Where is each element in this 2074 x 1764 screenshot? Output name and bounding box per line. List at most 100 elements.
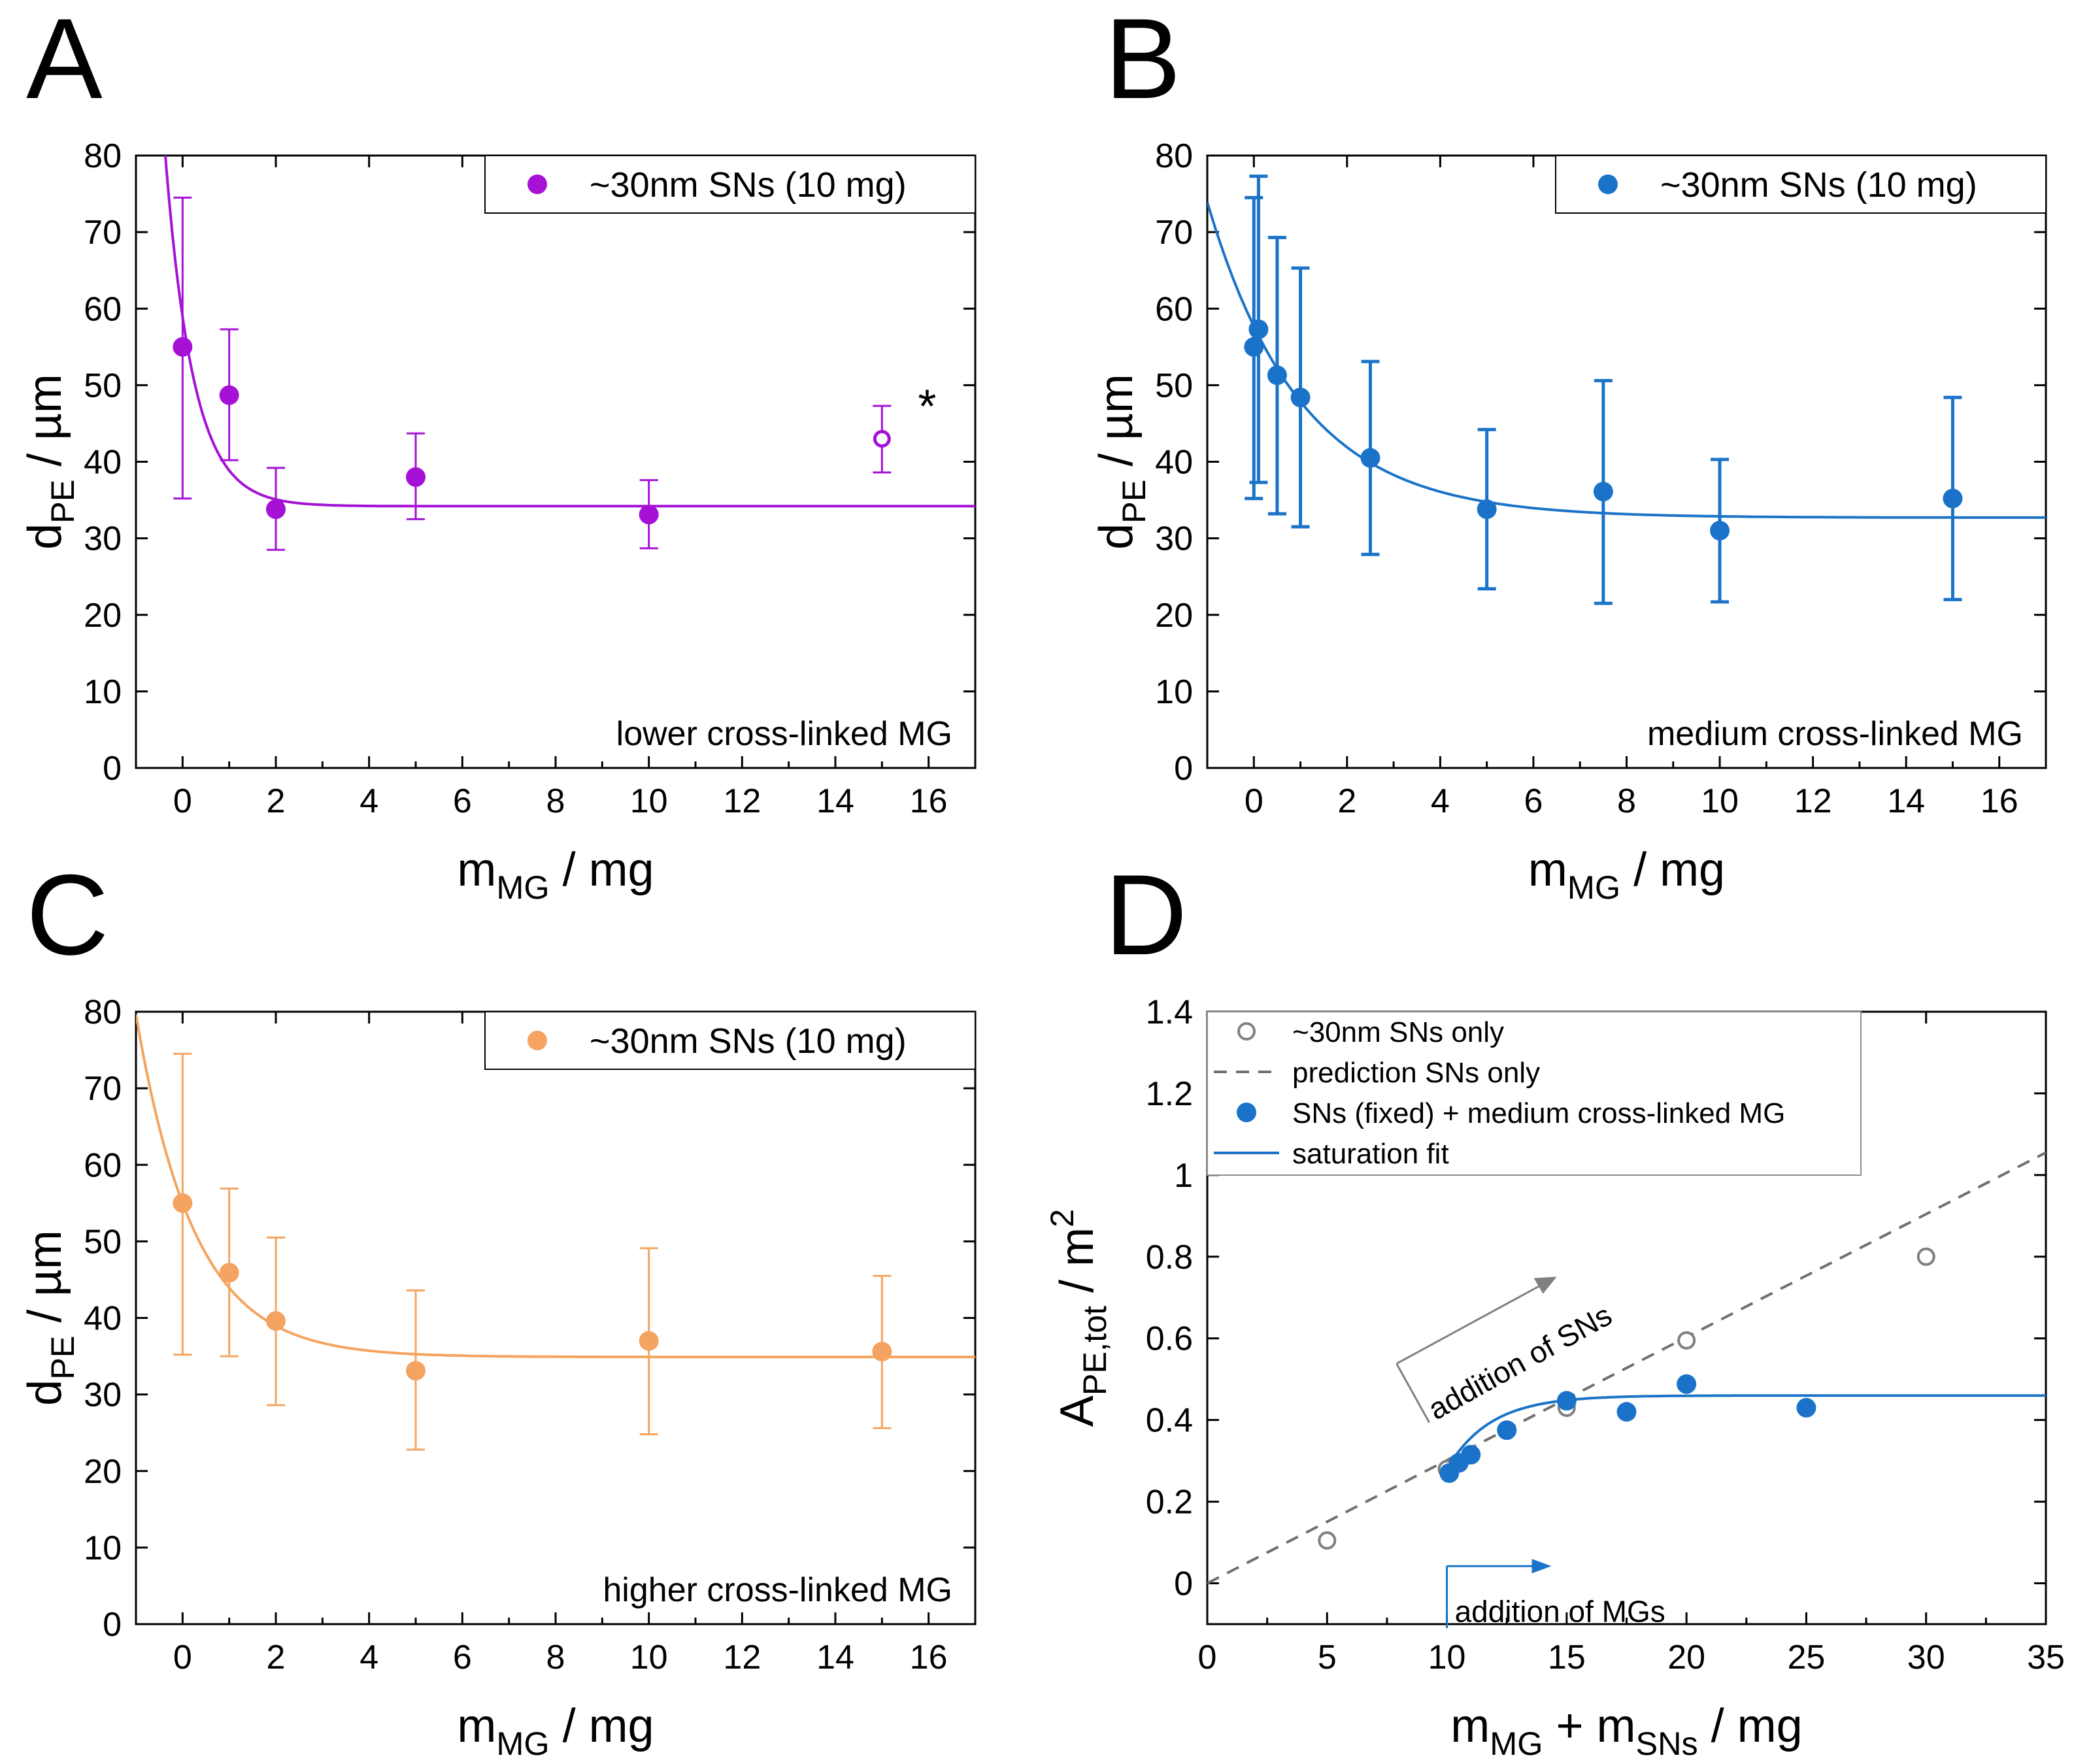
panel-D: D 0 5 10 15 20 25 30 35 0 0.2 0.4 0.6 0.8 1 1.2 1.4 mMG +… xyxy=(1043,852,2065,1762)
combined-point xyxy=(1556,1391,1577,1411)
y-tick-label: 0 xyxy=(1174,1565,1193,1603)
panel-letter: D xyxy=(1105,852,1187,979)
legend-box xyxy=(1207,1011,1862,1176)
axes-frame xyxy=(135,154,977,769)
x-tick-label: 10 xyxy=(1428,1639,1466,1676)
x-tick-label: 10 xyxy=(630,1639,668,1676)
annotation-arrow-line xyxy=(1396,1281,1548,1365)
data-point xyxy=(639,1331,659,1351)
y-tick-label: 50 xyxy=(1155,367,1193,405)
panel-annotation: medium cross-linked MG xyxy=(1647,715,2023,753)
y-tick-label: 1 xyxy=(1174,1157,1193,1195)
legend-box xyxy=(1555,155,2047,214)
legend-marker xyxy=(527,1031,547,1050)
y-tick-label: 10 xyxy=(84,673,122,711)
y-tick-label: 1.4 xyxy=(1146,993,1193,1031)
legend-label: prediction SNs only xyxy=(1292,1057,1540,1089)
combined-point xyxy=(1796,1397,1816,1418)
panel-annotation: lower cross-linked MG xyxy=(616,715,952,753)
y-tick-label: 60 xyxy=(84,1146,122,1184)
x-axis-label: mMG / mg xyxy=(457,1700,654,1762)
y-tick-label: 0.6 xyxy=(1146,1320,1193,1358)
y-tick-label: 40 xyxy=(1155,444,1193,482)
x-tick-label: 4 xyxy=(360,1639,378,1676)
data-point xyxy=(1943,488,1963,508)
data-point xyxy=(173,337,193,357)
x-tick-label: 0 xyxy=(1245,782,1263,820)
x-tick-label: 10 xyxy=(630,782,668,820)
data-point xyxy=(1244,337,1264,357)
y-tick-label: 60 xyxy=(84,290,122,328)
fit-curve xyxy=(163,156,975,508)
legend-marker xyxy=(527,175,547,194)
legend-label: SNs (fixed) + medium cross-linked MG xyxy=(1292,1097,1785,1129)
y-tick-label: 40 xyxy=(84,444,122,482)
annotation-text: addition of SNs xyxy=(1422,1297,1617,1426)
combined-point xyxy=(1461,1444,1481,1465)
panel-B: B 0 2 4 6 8 10 12 14 16 0 10 20 30 40 50 60 70 80 mMG / mg d… xyxy=(1090,0,2047,906)
data-point xyxy=(1248,319,1269,339)
y-tick-label: 30 xyxy=(84,520,122,558)
annotation-bracket xyxy=(1396,1363,1430,1423)
x-tick-label: 16 xyxy=(910,1639,948,1676)
legend-box xyxy=(484,1011,976,1070)
x-tick-label: 2 xyxy=(267,1639,286,1676)
x-tick-label: 4 xyxy=(1431,782,1450,820)
x-axis-label: mMG + mSNs / mg xyxy=(1450,1700,1802,1762)
y-axis-label: dPE / µm xyxy=(19,374,81,550)
x-tick-label: 8 xyxy=(546,1639,565,1676)
legend-box xyxy=(484,155,976,214)
data-point xyxy=(1477,499,1497,520)
x-tick-label: 20 xyxy=(1667,1639,1705,1676)
annotation-text: addition of MGs xyxy=(1455,1594,1665,1628)
y-tick-label: 80 xyxy=(84,137,122,175)
x-tick-label: 8 xyxy=(546,782,565,820)
y-tick-label: 20 xyxy=(1155,597,1193,635)
x-tick-label: 4 xyxy=(360,782,378,820)
x-tick-label: 6 xyxy=(453,1639,472,1676)
y-tick-label: 0 xyxy=(103,750,122,788)
y-tick-label: 0 xyxy=(103,1606,122,1644)
y-tick-label: 20 xyxy=(84,1453,122,1491)
data-point-open xyxy=(873,429,891,448)
data-point xyxy=(406,1361,426,1381)
x-tick-label: 12 xyxy=(723,782,761,820)
plot-area xyxy=(136,1014,975,1451)
y-tick-label: 40 xyxy=(84,1300,122,1338)
x-tick-label: 16 xyxy=(910,782,948,820)
x-tick-label: 2 xyxy=(1337,782,1356,820)
combined-point xyxy=(1677,1374,1697,1394)
data-point xyxy=(639,505,659,525)
sn-only-point xyxy=(1677,1331,1696,1350)
data-point xyxy=(219,385,239,405)
data-point xyxy=(872,1342,892,1362)
y-axis-label: dPE / µm xyxy=(1090,374,1152,550)
x-tick-label: 8 xyxy=(1617,782,1636,820)
y-tick-label: 0.8 xyxy=(1146,1239,1193,1276)
data-point xyxy=(1290,388,1311,408)
y-tick-label: 20 xyxy=(84,597,122,635)
legend-marker-filled xyxy=(1237,1103,1256,1122)
x-tick-label: 5 xyxy=(1318,1639,1337,1676)
x-tick-label: 25 xyxy=(1788,1639,1826,1676)
data-point xyxy=(219,1263,239,1283)
y-tick-label: 30 xyxy=(1155,520,1193,558)
data-point xyxy=(406,467,426,487)
data-point xyxy=(266,499,286,520)
plot-area xyxy=(163,156,975,551)
combined-point xyxy=(1616,1402,1637,1422)
x-tick-label: 16 xyxy=(1981,782,2018,820)
x-tick-label: 6 xyxy=(453,782,472,820)
outlier-asterisk: * xyxy=(918,380,936,433)
y-tick-label: 70 xyxy=(1155,214,1193,252)
y-tick-label: 70 xyxy=(84,1070,122,1108)
plot-area xyxy=(1207,175,2046,605)
arrow-head xyxy=(1531,1559,1552,1574)
legend-label: ~30nm SNs (10 mg) xyxy=(590,1022,907,1061)
panel-letter: B xyxy=(1105,0,1181,123)
data-point xyxy=(1360,448,1380,468)
panel-letter: A xyxy=(26,0,103,123)
x-tick-label: 30 xyxy=(1907,1639,1945,1676)
y-tick-label: 0.4 xyxy=(1146,1402,1193,1440)
x-tick-label: 12 xyxy=(1794,782,1832,820)
